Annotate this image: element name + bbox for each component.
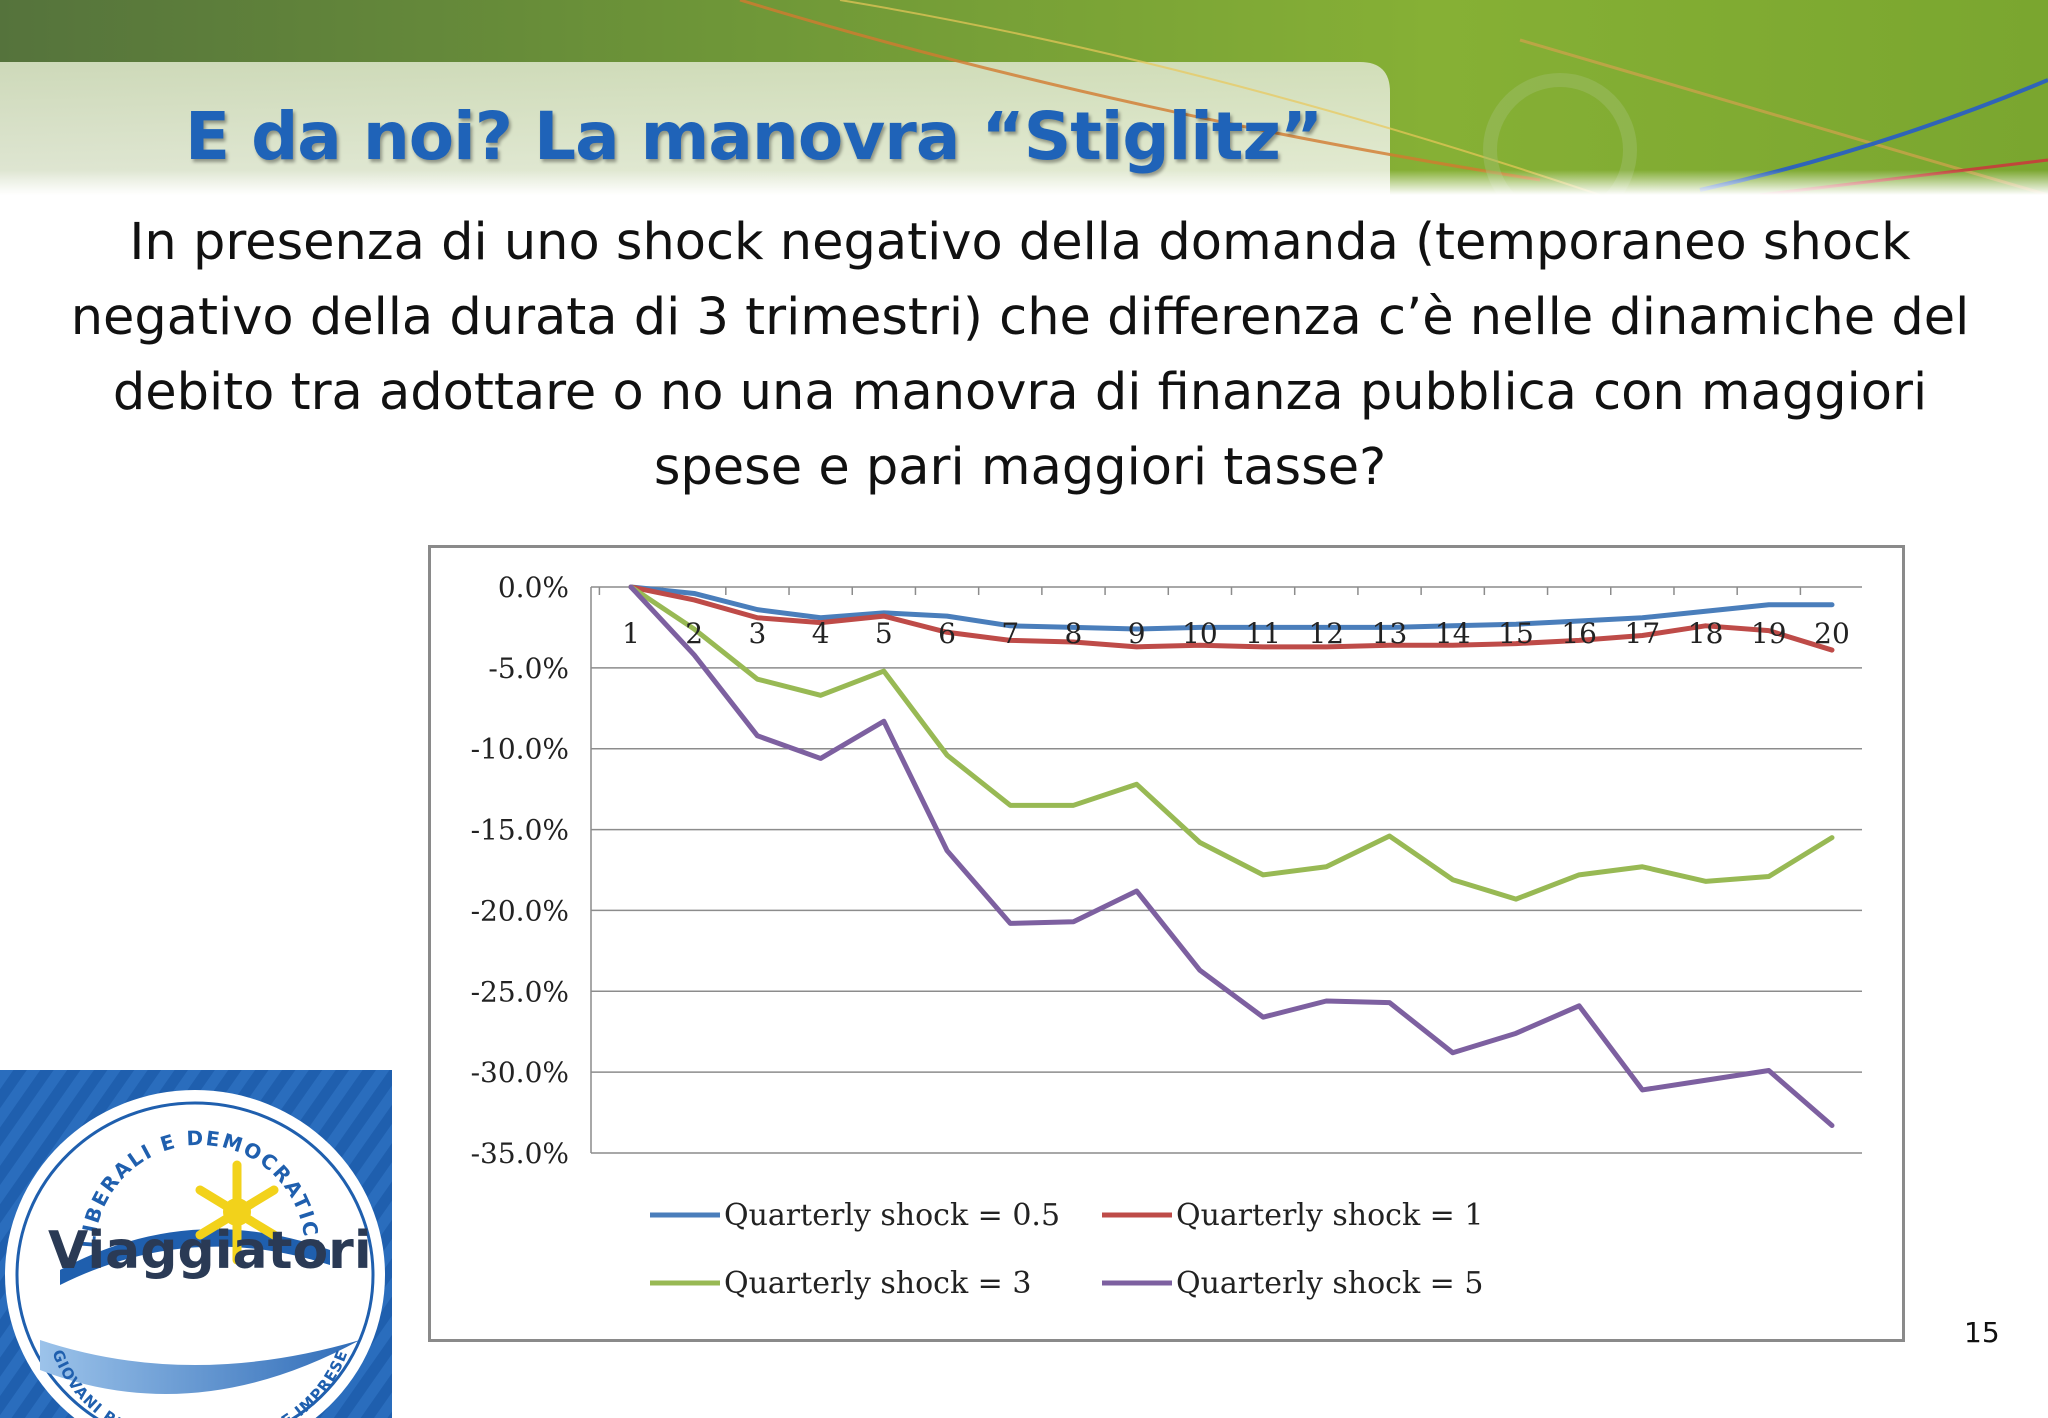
x-tick-label: 4	[812, 617, 830, 650]
x-tick-label: 11	[1245, 617, 1281, 650]
question-line: debito tra adottare o no una manovra di …	[112, 363, 1928, 422]
viaggiatori-logo: LIBERALI E DEMOCRATICI Viaggiatori GIOVA…	[0, 1070, 392, 1418]
series-line	[628, 584, 1835, 902]
x-tick-label: 7	[1001, 617, 1019, 650]
x-tick-label: 2	[685, 617, 703, 650]
series-line	[628, 584, 1835, 653]
x-tick-label: 20	[1814, 617, 1850, 650]
page-number: 15	[1964, 1316, 2000, 1349]
header-banner	[0, 0, 2048, 195]
x-tick-label: 17	[1625, 617, 1661, 650]
legend-label: Quarterly shock = 3	[724, 1266, 1031, 1301]
y-tick-label: -10.0%	[471, 733, 569, 766]
logo-name: Viaggiatori	[48, 1221, 372, 1281]
series-line	[628, 584, 1835, 1129]
y-tick-label: 0.0%	[498, 571, 569, 604]
question-line: spese e pari maggiori tasse?	[653, 438, 1387, 497]
x-tick-label: 5	[875, 617, 893, 650]
x-tick-label: 3	[749, 617, 767, 650]
y-tick-label: -25.0%	[471, 975, 569, 1008]
question-text: In presenza di uno shock negativo della …	[60, 205, 1980, 505]
x-tick-label: 19	[1751, 617, 1787, 650]
y-tick-label: -20.0%	[471, 894, 569, 927]
x-tick-label: 6	[938, 617, 956, 650]
question-line: negativo della durata di 3 trimestri) ch…	[70, 288, 1970, 347]
series-line	[628, 584, 1835, 632]
question-line: In presenza di uno shock negativo della …	[129, 213, 1911, 272]
legend-label: Quarterly shock = 0.5	[724, 1198, 1060, 1233]
x-tick-label: 8	[1065, 617, 1083, 650]
x-tick-label: 13	[1372, 617, 1408, 650]
chart-frame	[428, 545, 1905, 1342]
y-tick-label: -30.0%	[471, 1056, 569, 1089]
y-tick-label: -35.0%	[471, 1137, 569, 1170]
legend-label: Quarterly shock = 5	[1176, 1266, 1483, 1301]
legend-label: Quarterly shock = 1	[1176, 1198, 1483, 1233]
x-tick-label: 12	[1308, 617, 1344, 650]
x-tick-label: 18	[1688, 617, 1724, 650]
slide-title: E da noi? La manovra “Stiglitz”	[185, 98, 1323, 175]
x-tick-label: 15	[1498, 617, 1534, 650]
x-tick-label: 14	[1435, 617, 1471, 650]
y-tick-label: -15.0%	[471, 814, 569, 847]
x-tick-label: 16	[1561, 617, 1597, 650]
x-tick-label: 1	[622, 617, 640, 650]
x-tick-label: 9	[1128, 617, 1146, 650]
line-chart: 0.0% -5.0% -10.0% -15.0% -20.0% -25.0% -30.0% -…	[471, 571, 1862, 1301]
x-tick-label: 10	[1182, 617, 1218, 650]
y-tick-label: -5.0%	[488, 652, 569, 685]
